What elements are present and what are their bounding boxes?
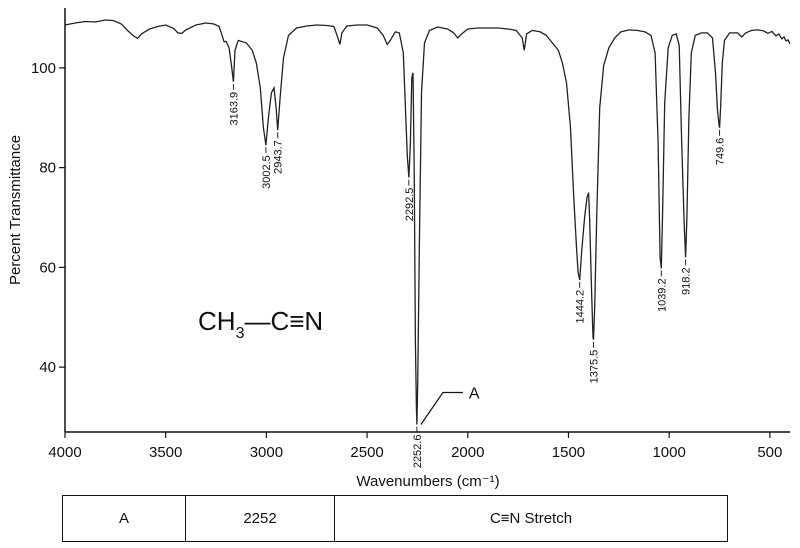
- y-tick-label: 80: [39, 160, 56, 177]
- x-tick-label: 4000: [48, 444, 81, 461]
- peak-label: 1444.2: [575, 281, 587, 324]
- peak-label: 749.6: [715, 129, 727, 166]
- formula-part2: —C≡N: [244, 306, 323, 336]
- peak-label-text: 1039.2: [656, 278, 668, 312]
- table-cell: C≡N Stretch: [334, 495, 728, 542]
- peak-label-text: 749.6: [715, 138, 727, 166]
- y-axis-label: Percent Transmittance: [7, 135, 24, 285]
- formula-part1: CH: [198, 306, 236, 336]
- peak-label: 2943.7: [273, 132, 285, 174]
- callout-label: A: [469, 386, 480, 403]
- peak-assignment-table: A 2252 C≡N Stretch: [62, 495, 728, 542]
- y-tick-label: 40: [39, 359, 56, 376]
- peak-label-text: 2943.7: [273, 140, 285, 174]
- formula-subscript: 3: [236, 325, 245, 342]
- peak-label: 3163.9: [228, 83, 240, 126]
- peak-label-text: 3002.5: [261, 155, 273, 189]
- y-tick-label: 100: [31, 60, 56, 77]
- peak-label-text: 1444.2: [575, 290, 587, 324]
- x-tick-label: 2500: [350, 444, 383, 461]
- x-axis-label: Wavenumbers (cm⁻¹): [356, 473, 499, 490]
- callout-leader: [420, 391, 463, 425]
- peak-label: 1039.2: [656, 270, 668, 312]
- peak-label: 2252.6: [412, 426, 424, 469]
- x-tick-label: 500: [757, 444, 782, 461]
- peak-label: 1375.5: [589, 341, 601, 384]
- peak-label-text: 918.2: [681, 267, 693, 295]
- x-tick-label: 1000: [652, 444, 685, 461]
- formula-annotation: CH3—C≡N: [198, 306, 323, 342]
- peak-label-text: 1375.5: [589, 350, 601, 384]
- x-tick-label: 3000: [250, 444, 283, 461]
- ir-spectrum-chart: 4000 3500 3000 2500 2000 1500 1000 500 40 60 80 100…: [7, 8, 791, 490]
- peak-label: 3002.5: [261, 147, 273, 189]
- x-tick-label: 1500: [552, 444, 585, 461]
- peak-label: 2292.5: [404, 179, 416, 222]
- x-tick-label: 3500: [149, 444, 182, 461]
- table-cell: 2252: [185, 495, 335, 542]
- peak-label-text: 3163.9: [228, 92, 240, 126]
- x-tick-label: 2000: [451, 444, 484, 461]
- peak-label: 918.2: [681, 259, 693, 295]
- table-cell: A: [62, 495, 186, 542]
- peak-label-text: 2292.5: [404, 188, 416, 222]
- table-row: A 2252 C≡N Stretch: [62, 495, 728, 542]
- spectrum-series-line: [64, 19, 791, 425]
- y-tick-label: 60: [39, 259, 56, 276]
- peak-label-text: 2252.6: [412, 435, 424, 469]
